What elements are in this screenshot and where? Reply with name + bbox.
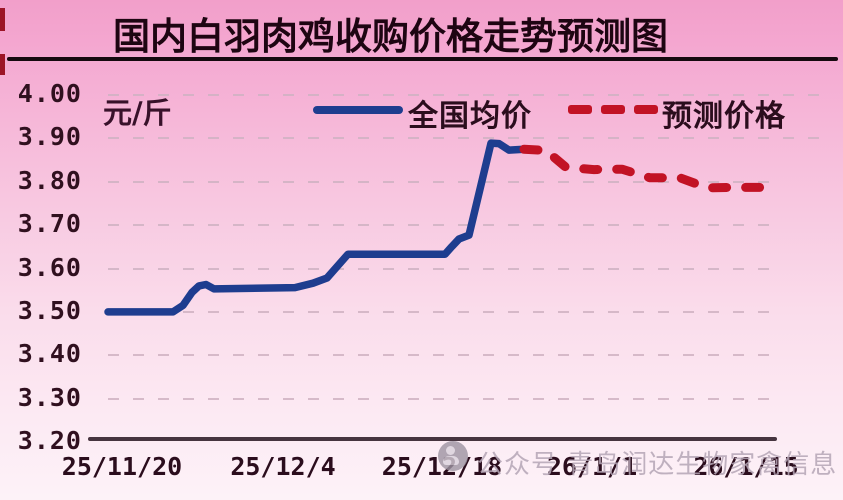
page-title: 国内白羽肉鸡收购价格走势预测图 <box>113 15 668 58</box>
x-tick-label: 26/1/1 <box>546 452 638 481</box>
y-unit-label: 元/斤 <box>103 96 172 130</box>
y-tick-label: 3.60 <box>17 252 82 282</box>
watermark-text: 公众号 青岛润达生物家禽信息 <box>477 450 838 480</box>
y-tick-label: 3.40 <box>17 339 82 369</box>
gridline <box>108 180 775 183</box>
legend-forecast-label: 预测价格 <box>662 99 786 134</box>
gridline <box>108 137 830 140</box>
gridline <box>108 310 775 313</box>
legend-actual-label: 全国均价 <box>408 99 532 134</box>
gridline <box>108 94 830 96</box>
title-underline <box>7 57 838 61</box>
gridline <box>108 397 775 400</box>
left-edge-artifact <box>0 54 5 75</box>
y-tick-label: 4.00 <box>17 79 82 108</box>
x-tick-label: 26/1/15 <box>693 452 799 481</box>
y-tick-label: 3.30 <box>17 382 82 412</box>
gridline <box>108 224 775 227</box>
left-edge-artifact <box>0 8 5 31</box>
y-tick-label: 3.80 <box>17 165 82 195</box>
y-tick-label: 3.90 <box>17 122 82 152</box>
gridline <box>108 267 775 270</box>
x-tick-label: 25/12/4 <box>230 452 336 481</box>
y-tick-label: 3.50 <box>17 295 82 325</box>
x-tick-label: 25/11/20 <box>61 452 183 481</box>
legend-forecast-dash-icon <box>568 105 658 114</box>
gridline <box>108 354 775 357</box>
wechat-official-account-icon <box>438 441 468 471</box>
legend-actual-line-icon <box>313 106 403 114</box>
y-tick-label: 3.20 <box>17 426 82 455</box>
x-axis-line <box>88 437 777 441</box>
actual-price-line <box>104 139 528 316</box>
y-tick-label: 3.70 <box>17 209 82 239</box>
